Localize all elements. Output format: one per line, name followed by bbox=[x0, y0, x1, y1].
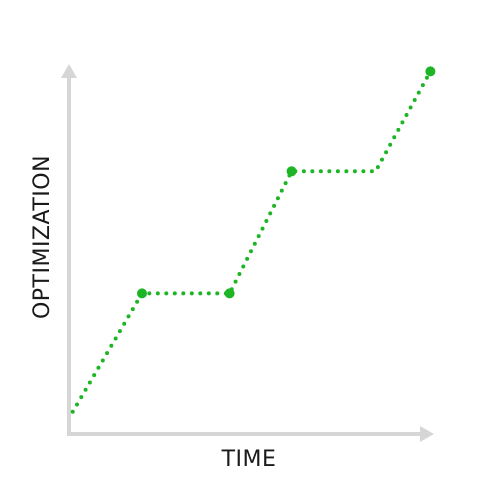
x-axis-arrowhead bbox=[420, 426, 434, 442]
data-point bbox=[425, 66, 436, 77]
data-point bbox=[224, 288, 235, 299]
y-axis-label: OPTIMIZATION bbox=[30, 155, 55, 319]
series-line bbox=[70, 69, 433, 414]
data-point bbox=[286, 166, 297, 177]
y-axis-arrowhead bbox=[61, 64, 77, 78]
axes bbox=[61, 64, 434, 442]
x-axis-label: TIME bbox=[221, 447, 277, 472]
series-layer bbox=[70, 66, 436, 414]
data-point bbox=[137, 288, 147, 299]
